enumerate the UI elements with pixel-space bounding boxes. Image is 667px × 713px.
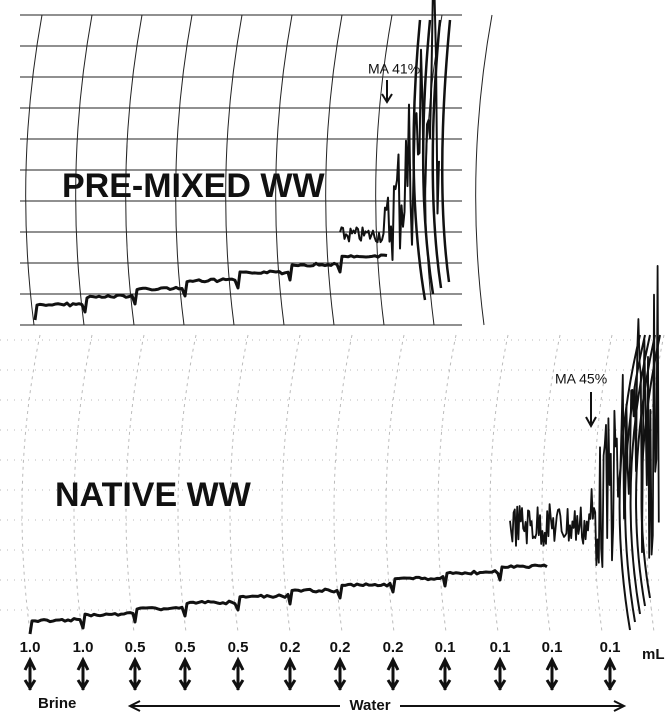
additions: 1.0 1.0 0.5 0.5 0.5 0.2 0.2 0.2 0.1 0.1 0.1 0.1 xyxy=(20,639,621,691)
addition-arrow xyxy=(178,656,192,691)
addition-arrow xyxy=(333,656,347,691)
volume-label: 0.1 xyxy=(435,639,456,656)
volume-label: 0.2 xyxy=(280,639,301,656)
annotation: MA 45% xyxy=(555,371,607,387)
addition-arrow xyxy=(128,656,142,691)
annotation: MA 41% xyxy=(368,61,420,77)
volume-label: 0.1 xyxy=(600,639,621,656)
trace xyxy=(339,0,440,262)
volume-label: 0.1 xyxy=(490,639,511,656)
volume-label: 0.5 xyxy=(228,639,249,656)
trace xyxy=(509,264,660,568)
traces xyxy=(28,0,661,635)
addition-arrow xyxy=(386,656,400,691)
grid-arc xyxy=(489,334,509,633)
trace xyxy=(440,19,452,283)
addition-arrow xyxy=(493,656,507,691)
trace xyxy=(431,19,443,289)
trace xyxy=(635,334,656,607)
addition-arrow xyxy=(283,656,297,691)
addition-arrow xyxy=(545,656,559,691)
trace xyxy=(33,253,388,321)
addition-arrow xyxy=(76,656,90,691)
grid-arc xyxy=(229,334,249,633)
grid-arc xyxy=(281,334,301,633)
addition-arrow xyxy=(231,656,245,691)
arrow xyxy=(585,392,597,429)
volume-label: 0.1 xyxy=(542,639,563,656)
grid-arc xyxy=(385,334,405,633)
panel-label: PRE-MIXED WW xyxy=(62,167,325,205)
trace xyxy=(640,334,661,599)
volume-label: 1.0 xyxy=(73,639,94,656)
chart-grid-top xyxy=(20,14,493,326)
volume-label: 0.5 xyxy=(175,639,196,656)
addition-arrow xyxy=(603,656,617,691)
trace xyxy=(624,334,646,623)
volume-label: 0.2 xyxy=(383,639,404,656)
addition-arrow xyxy=(438,656,452,691)
water-label: Water xyxy=(349,697,390,713)
panel-label: NATIVE WW xyxy=(55,476,252,514)
unit: mL xyxy=(642,646,665,663)
trace xyxy=(421,19,435,295)
brine-label: Brine xyxy=(38,695,76,712)
volume-label: 1.0 xyxy=(20,639,41,656)
grid-arc xyxy=(541,334,561,633)
arrow xyxy=(381,80,393,104)
trace xyxy=(412,19,427,301)
grid-arc xyxy=(177,334,197,633)
grid-arc xyxy=(73,334,93,633)
grid-arc xyxy=(125,334,145,633)
volume-label: 0.5 xyxy=(125,639,146,656)
volume-label: 0.2 xyxy=(330,639,351,656)
water-arrow xyxy=(127,700,627,712)
grid-arc xyxy=(437,334,457,633)
trace xyxy=(629,334,651,615)
trace xyxy=(618,334,641,631)
grid-arc xyxy=(21,334,41,633)
grid-arc xyxy=(475,14,493,326)
trace xyxy=(28,563,548,635)
addition-arrow xyxy=(23,656,37,691)
grid-arc xyxy=(593,334,613,633)
